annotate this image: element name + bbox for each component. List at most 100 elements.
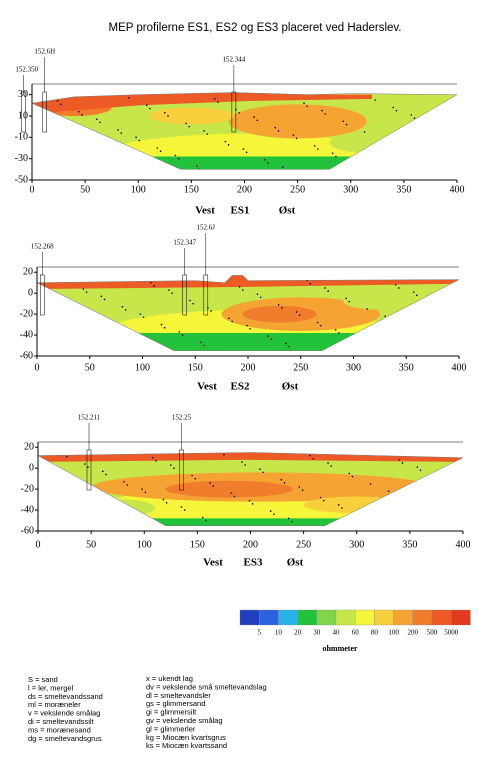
measure-point <box>259 296 262 299</box>
measure-point <box>76 497 79 500</box>
measure-point <box>111 337 113 340</box>
measure-point <box>334 329 337 331</box>
measure-point <box>159 150 162 152</box>
measure-point <box>102 470 104 473</box>
measure-point <box>185 122 187 125</box>
measure-point <box>298 314 301 316</box>
measure-point <box>231 320 233 323</box>
measure-point <box>180 506 183 508</box>
measure-point <box>55 487 57 489</box>
measure-point <box>387 490 390 493</box>
measure-point <box>251 502 254 505</box>
measure-point <box>134 450 136 452</box>
profile-label: ES2 <box>231 381 250 393</box>
measure-point <box>46 346 49 349</box>
legend-entry: dl = smeltevandsler <box>146 691 211 700</box>
x-tick-label: 150 <box>188 362 203 373</box>
y-tick-label: -50 <box>15 174 28 185</box>
measure-point <box>144 491 147 494</box>
legend-entry: ms = morænesand <box>28 725 91 734</box>
measure-point <box>164 112 166 114</box>
measure-point <box>412 291 415 293</box>
measure-point <box>46 132 48 134</box>
measure-point <box>246 324 248 327</box>
measure-point <box>112 512 115 514</box>
measure-point <box>337 332 340 334</box>
measure-point <box>123 480 125 483</box>
borehole-label: 152.25 <box>172 414 192 422</box>
x-tick-label: 250 <box>293 362 308 373</box>
measure-point <box>199 341 202 344</box>
measure-point <box>283 482 286 484</box>
section-zone <box>32 92 372 114</box>
borehole <box>231 91 237 133</box>
x-tick-label: 100 <box>131 184 146 195</box>
measure-point <box>114 340 116 343</box>
measure-point <box>335 155 337 158</box>
measure-point <box>416 466 419 468</box>
x-tick-label: 350 <box>402 539 417 550</box>
measure-point <box>75 322 77 325</box>
y-tick-label: 0 <box>28 287 33 298</box>
legend-entry: gv = vekslende smålag <box>146 716 223 725</box>
borehole-label: 152.344 <box>223 56 246 64</box>
x-tick-label: 0 <box>36 539 41 550</box>
measure-point <box>135 136 137 139</box>
legend-entry: kg = Miocæn kvartsgrus <box>146 733 226 742</box>
measure-point <box>220 451 222 453</box>
legend-entry: di = smeltevandssilt <box>28 717 95 726</box>
legend-entry: dg = smeltevandsgrus <box>28 734 102 743</box>
measure-point <box>149 107 151 110</box>
y-tick-label: -60 <box>21 525 34 536</box>
measure-point <box>155 460 157 462</box>
resistivity-section <box>37 275 459 351</box>
measure-point <box>287 517 290 520</box>
measure-point <box>366 308 369 310</box>
measure-point <box>405 325 408 328</box>
measure-point <box>81 114 83 116</box>
measure-point <box>363 131 366 133</box>
legend-entry: dv = vekslende små smeltevandslag <box>146 682 267 691</box>
section-outline <box>37 452 464 527</box>
measure-point <box>117 129 119 131</box>
measure-point <box>359 514 361 517</box>
legend-entry: l = ler, mergel <box>28 683 74 692</box>
measure-point <box>298 486 301 488</box>
legend-entry: gs = glimmersand <box>146 699 205 708</box>
measure-point <box>280 307 283 309</box>
profile-label: Vest <box>195 205 215 217</box>
section-zone <box>58 298 164 320</box>
measure-point <box>263 158 266 161</box>
x-tick-label: 200 <box>243 539 258 550</box>
x-tick-label: 0 <box>30 184 35 195</box>
colorbar-swatch <box>355 609 375 626</box>
measure-point <box>129 344 131 347</box>
measure-point <box>285 170 287 172</box>
measure-point <box>374 99 376 101</box>
measure-point <box>331 152 334 155</box>
y-tick-label: -20 <box>21 483 34 494</box>
measure-point <box>345 297 347 300</box>
measure-point <box>217 101 219 103</box>
measure-point <box>277 130 280 132</box>
measure-point <box>442 167 444 170</box>
measure-point <box>437 304 439 307</box>
x-tick-label: 350 <box>396 184 411 195</box>
measure-point <box>398 459 401 461</box>
section-outline <box>31 92 458 170</box>
measure-point <box>306 279 308 282</box>
measure-point <box>359 342 361 345</box>
measure-point <box>245 151 248 154</box>
measure-point <box>437 476 440 479</box>
measure-point <box>371 171 373 173</box>
measure-point <box>115 515 118 518</box>
measure-point <box>127 97 130 99</box>
y-tick-label: 20 <box>23 267 33 278</box>
measure-point <box>416 294 418 297</box>
measure-point <box>203 130 205 132</box>
measure-point <box>295 311 298 313</box>
measure-point <box>156 147 159 149</box>
profile-label: Vest <box>203 557 223 569</box>
colorbar-label: 80 <box>371 629 379 637</box>
borehole-label: 152.6H <box>34 48 55 56</box>
